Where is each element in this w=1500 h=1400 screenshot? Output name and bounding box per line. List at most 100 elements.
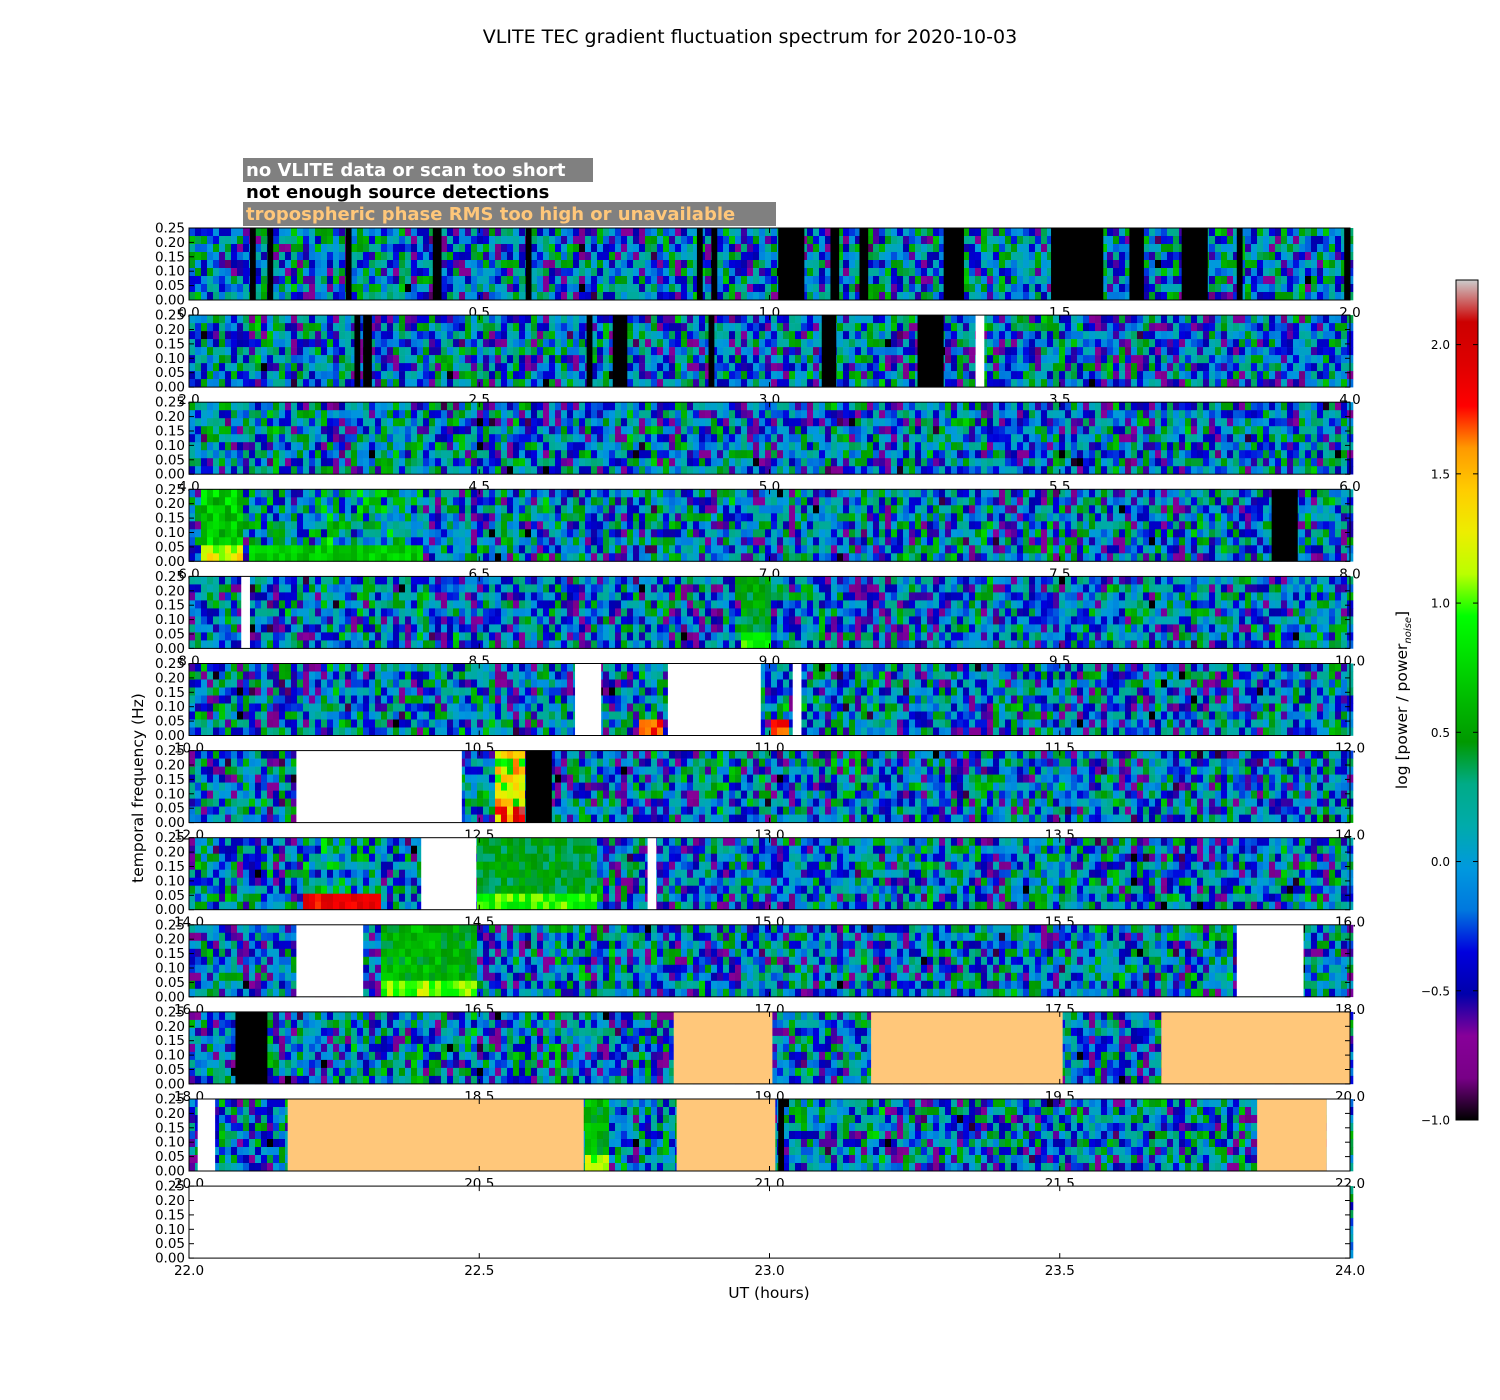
heatmap-cell: [1089, 371, 1096, 380]
heatmap-cell: [543, 363, 550, 372]
heatmap-cell: [1293, 339, 1300, 348]
heatmap-cell: [477, 466, 484, 475]
heatmap-cell: [969, 292, 976, 301]
heatmap-cell: [951, 418, 958, 427]
heatmap-cell: [915, 276, 922, 285]
heatmap-cell: [405, 347, 412, 356]
heatmap-cell: [315, 410, 322, 419]
heatmap-cell: [1257, 355, 1264, 364]
heatmap-cell: [1293, 363, 1300, 372]
heatmap-cell: [1101, 410, 1108, 419]
heatmap-cell: [981, 276, 988, 285]
heatmap-cell: [273, 284, 280, 293]
heatmap-cell: [333, 236, 340, 245]
heatmap-cell: [285, 268, 292, 277]
heatmap-cell: [675, 323, 682, 332]
heatmap-cell: [375, 418, 382, 427]
heatmap-cell: [489, 458, 496, 467]
heatmap-cell: [645, 418, 652, 427]
heatmap-cell: [657, 252, 664, 261]
heatmap-cell: [1143, 268, 1150, 277]
heatmap-cell: [1317, 331, 1324, 340]
heatmap-cell: [243, 418, 250, 427]
heatmap-cell: [645, 292, 652, 301]
heatmap-cell: [843, 315, 850, 324]
heatmap-cell: [579, 268, 586, 277]
heatmap-cell: [1335, 315, 1342, 324]
heatmap-cell: [321, 379, 328, 388]
heatmap-cell: [687, 418, 694, 427]
heatmap-cell: [417, 244, 424, 253]
heatmap-cell: [903, 379, 910, 388]
heatmap-cell: [417, 331, 424, 340]
heatmap-cell: [717, 268, 724, 277]
heatmap-cell: [987, 347, 994, 356]
heatmap-cell: [471, 276, 478, 285]
heatmap-cell: [465, 339, 472, 348]
heatmap-cell: [207, 315, 214, 324]
heatmap-cell: [447, 402, 454, 411]
heatmap-cell: [213, 339, 220, 348]
heatmap-cell: [669, 228, 676, 237]
heatmap-cell: [1185, 315, 1192, 324]
heatmap-cell: [717, 355, 724, 364]
heatmap-cell: [801, 379, 808, 388]
heatmap-cell: [291, 260, 298, 269]
heatmap-cell: [693, 355, 700, 364]
heatmap-cell: [1017, 371, 1024, 380]
heatmap-cell: [525, 315, 532, 324]
heatmap-cell: [555, 442, 562, 451]
heatmap-cell: [573, 244, 580, 253]
heatmap-cell: [573, 276, 580, 285]
heatmap-cell: [957, 458, 964, 467]
heatmap-cell: [1245, 292, 1252, 301]
heatmap-cell: [429, 371, 436, 380]
heatmap-cell: [1245, 355, 1252, 364]
heatmap-cell: [1005, 260, 1012, 269]
heatmap-cell: [855, 260, 862, 269]
heatmap-cell: [1053, 466, 1060, 475]
heatmap-cell: [651, 244, 658, 253]
heatmap-cell: [867, 442, 874, 451]
heatmap-cell: [753, 315, 760, 324]
heatmap-cell: [681, 371, 688, 380]
heatmap-cell: [885, 315, 892, 324]
heatmap-cell: [639, 402, 646, 411]
heatmap-cell: [471, 363, 478, 372]
heatmap-cell: [363, 236, 370, 245]
heatmap-cell: [915, 244, 922, 253]
heatmap-cell: [783, 339, 790, 348]
heatmap-cell: [909, 426, 916, 435]
heatmap-cell: [1065, 442, 1072, 451]
heatmap-cell: [1263, 323, 1270, 332]
heatmap-cell: [1089, 363, 1096, 372]
heatmap-cell: [525, 434, 532, 443]
heatmap-cell: [723, 228, 730, 237]
heatmap-cell: [939, 260, 946, 269]
heatmap-cell: [561, 458, 568, 467]
heatmap-cell: [303, 260, 310, 269]
heatmap-cell: [201, 331, 208, 340]
heatmap-cell: [789, 379, 796, 388]
heatmap-cell: [423, 402, 430, 411]
heatmap-cell: [297, 331, 304, 340]
heatmap-cell: [207, 363, 214, 372]
heatmap-cell: [225, 276, 232, 285]
heatmap-cell: [507, 347, 514, 356]
heatmap-cell: [963, 355, 970, 364]
heatmap-cell: [639, 284, 646, 293]
heatmap-cell: [351, 442, 358, 451]
heatmap-cell: [687, 347, 694, 356]
heatmap-cell: [423, 292, 430, 301]
heatmap-cell: [225, 466, 232, 475]
heatmap-cell: [351, 260, 358, 269]
heatmap-cell: [897, 434, 904, 443]
heatmap-cell: [1329, 323, 1336, 332]
heatmap-cell: [1317, 363, 1324, 372]
heatmap-cell: [1005, 410, 1012, 419]
heatmap-cell: [1041, 371, 1048, 380]
heatmap-cell: [885, 458, 892, 467]
heatmap-cell: [1089, 331, 1096, 340]
heatmap-cell: [867, 339, 874, 348]
heatmap-cell: [1209, 339, 1216, 348]
